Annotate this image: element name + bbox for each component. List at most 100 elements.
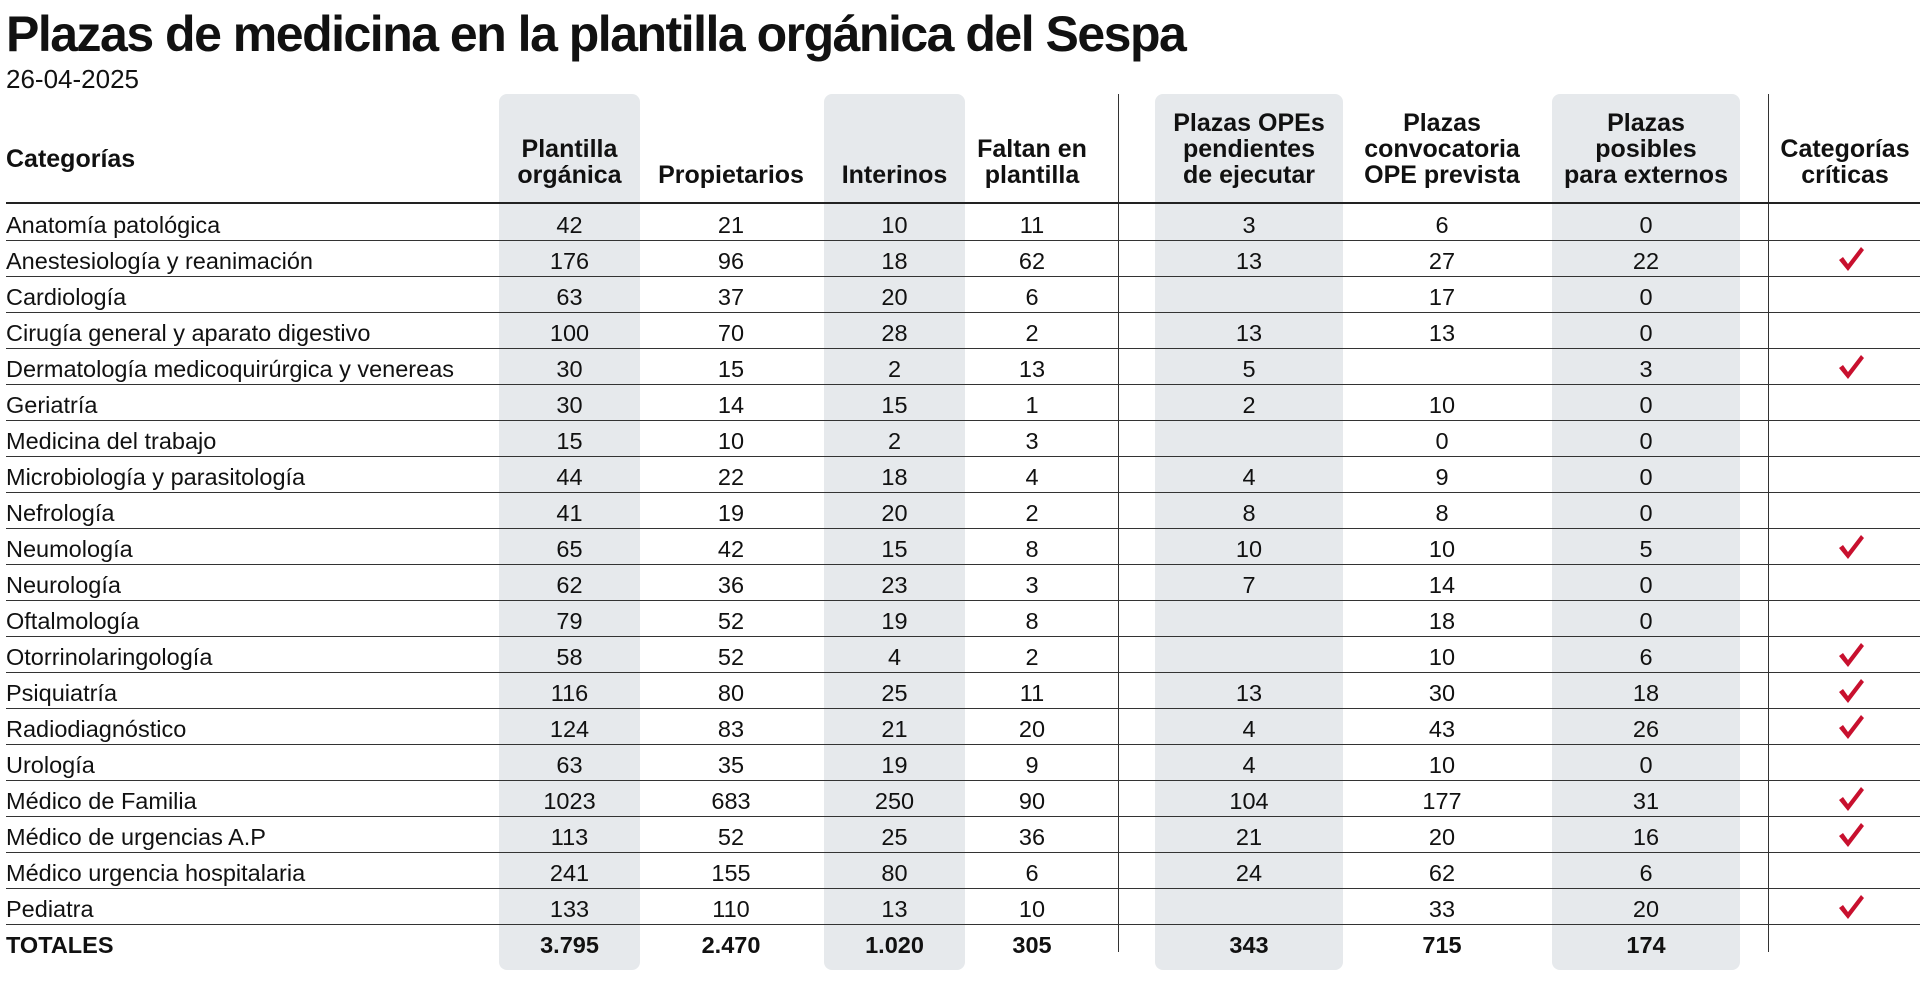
cell-propietarios: 683 [711,788,751,814]
table-row: Neumología 65 42 15 8 10 10 5 [0,529,1920,565]
cell-opes: 13 [1235,248,1263,274]
header-plantilla-organica: Plantilla orgánica [517,135,622,189]
header-criticas: Categorías críticas [1780,135,1910,189]
cell-faltan: 3 [1025,572,1039,598]
cell-plantilla: 100 [549,320,590,346]
cell-externos: 6 [1639,860,1653,886]
table-row: Anestesiología y reanimación 176 96 18 62 13 2… [0,241,1920,277]
cell-interinos: 25 [881,680,908,706]
cell-categoria: Microbiología y parasitología [6,464,306,490]
cell-opes [1155,277,1343,313]
row-divider [6,852,1920,853]
cell-convocatoria: 177 [1422,788,1462,814]
cell-externos: 31 [1632,788,1660,814]
cell-interinos: 2 [887,356,902,382]
cell-convocatoria: 18 [1428,608,1456,634]
cell-opes [1155,637,1343,673]
cell-externos: 0 [1639,572,1653,598]
cell-externos: 18 [1632,680,1660,706]
cell-convocatoria: 8 [1435,500,1449,526]
cell-externos: 174 [1626,932,1666,958]
row-divider [6,888,1920,889]
cell-externos: 20 [1632,896,1660,922]
cell-interinos: 19 [881,608,908,634]
check-icon [1839,643,1864,667]
cell-categoria: Urología [6,752,95,778]
cell-propietarios: 36 [717,572,745,598]
table-row: Dermatología medicoquirúrgica y venereas… [0,349,1920,385]
cell-convocatoria: 0 [1435,428,1449,454]
cell-convocatoria: 30 [1428,680,1456,706]
cell-categoria: Radiodiagnóstico [6,716,187,742]
cell-propietarios: 155 [711,860,751,886]
cell-propietarios: 21 [717,212,745,238]
cell-opes: 7 [1242,572,1256,598]
cell-opes: 3 [1242,212,1256,238]
cell-convocatoria: 6 [1435,212,1449,238]
cell-plantilla: 176 [549,248,590,274]
cell-interinos: 28 [881,320,908,346]
cell-propietarios: 10 [717,428,745,454]
check-icon [1839,679,1864,703]
cell-interinos: 20 [881,500,908,526]
row-divider [6,240,1920,241]
cell-propietarios: 2.470 [701,932,761,958]
cell-propietarios: 35 [717,752,745,778]
row-divider [6,456,1920,457]
cell-convocatoria: 10 [1428,392,1456,418]
cell-plantilla: 116 [550,680,589,706]
cell-propietarios: 22 [717,464,745,490]
cell-faltan: 4 [1025,464,1039,490]
cell-externos: 16 [1632,824,1660,850]
cell-plantilla: 3.795 [540,932,599,958]
cell-plantilla: 30 [556,392,583,418]
row-divider [6,600,1920,601]
cell-externos: 0 [1639,284,1653,310]
cell-categoria: Cirugía general y aparato digestivo [6,320,371,346]
cell-faltan: 3 [1025,428,1039,454]
cell-propietarios: 42 [717,536,745,562]
table-row: Médico de Familia 1023 683 250 90 104 177 31 [0,781,1920,817]
cell-externos: 26 [1632,716,1660,742]
cell-faltan: 36 [1018,824,1046,850]
table-row: Microbiología y parasitología 44 22 18 4 4 9 0 [0,457,1920,493]
cell-opes: 13 [1235,680,1263,706]
cell-opes: 8 [1242,500,1256,526]
cell-faltan: 2 [1025,644,1039,670]
cell-opes [1155,889,1343,925]
header-propietarios: Propietarios [658,161,804,189]
cell-categoria: Cardiología [6,284,127,310]
cell-faltan: 6 [1025,284,1039,310]
cell-propietarios: 15 [717,356,745,382]
cell-propietarios: 52 [717,644,745,670]
cell-externos: 0 [1639,464,1653,490]
cell-plantilla: 58 [556,644,583,670]
check-icon [1839,247,1864,271]
row-divider [6,924,1920,925]
cell-plantilla: 65 [556,536,583,562]
cell-plantilla: 241 [549,860,590,886]
table-row: Médico de urgencias A.P 113 52 25 36 21 20 16 [0,817,1920,853]
cell-categoria: TOTALES [6,932,114,958]
cell-categoria: Neumología [6,536,133,562]
cell-opes: 4 [1242,464,1256,490]
table-row: Neurología 62 36 23 3 7 14 0 [0,565,1920,601]
cell-propietarios: 52 [717,824,745,850]
cell-externos: 0 [1639,392,1653,418]
cell-categoria: Dermatología medicoquirúrgica y venereas [6,356,455,382]
cell-plantilla: 42 [556,212,583,238]
table-row: Otorrinolaringología 58 52 4 2 10 6 [0,637,1920,673]
cell-externos: 0 [1639,320,1653,346]
cell-convocatoria: 10 [1428,752,1456,778]
cell-categoria: Nefrología [6,500,115,526]
cell-categoria: Médico de Familia [6,788,197,814]
cell-interinos: 20 [881,284,908,310]
cell-faltan: 8 [1025,608,1039,634]
cell-categoria: Médico urgencia hospitalaria [6,860,306,886]
cell-faltan: 20 [1018,716,1046,742]
header-externos: Plazas posibles para externos [1564,109,1728,189]
cell-faltan: 11 [1019,680,1045,706]
cell-faltan: 10 [1018,896,1046,922]
cell-categoria: Medicina del trabajo [6,428,217,454]
table-row: Urología 63 35 19 9 4 10 0 [0,745,1920,781]
